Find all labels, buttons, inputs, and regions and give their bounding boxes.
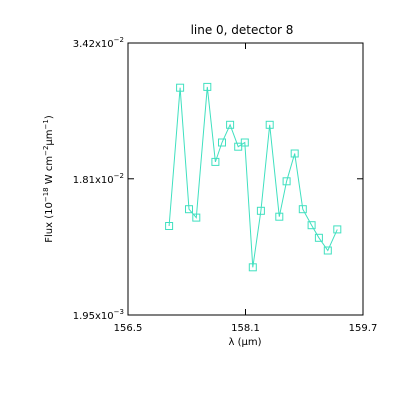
data-point [185,205,193,214]
y-label-exp-3: −1 [42,119,50,129]
data-point [248,263,257,272]
data-point [176,83,185,92]
y-label-suffix: ) [44,115,55,119]
y-label-prefix: Flux (10 [44,202,55,243]
data-point [282,177,291,186]
data-point [226,120,235,129]
x-tick-label: 159.7 [349,323,378,334]
data-point [298,205,307,214]
data-point [314,233,323,242]
y-tick-label: 1.95x10−3 [73,308,124,322]
data-point [165,222,174,230]
x-axis: 156.5 158.1 159.7 [114,43,378,334]
y-axis: 1.95x10−3 1.81x10−2 3.42x10−2 [73,36,363,322]
data-point [203,82,212,91]
data-point [290,149,299,158]
plot-frame [127,42,364,316]
data-point [323,246,332,255]
data-point [240,138,249,147]
x-tick-label: 156.5 [114,323,143,334]
y-tick-label: 1.81x10−2 [73,172,124,186]
y-label-unit-2: µm [44,129,55,145]
data-point [211,157,220,166]
x-tick-label: 158.1 [231,323,260,334]
y-label-exp-2: −2 [42,146,50,156]
data-point [256,206,265,215]
y-tick-label: 3.42x10−2 [73,36,124,50]
y-axis-label: Flux (10−18 W cm−2µm−1) [42,115,55,243]
y-label-exp-1: −18 [42,187,50,202]
data-point [192,213,201,222]
x-axis-label: λ (µm) [228,337,261,348]
series-markers [165,82,342,272]
y-label-unit-1: W cm [44,156,55,187]
data-point [307,221,316,230]
data-point [265,120,274,129]
data-point [275,212,284,221]
data-point [333,225,342,234]
data-point [234,142,243,151]
series-line [168,86,338,268]
data-point [218,138,226,147]
chart-title: line 0, detector 8 [191,23,294,37]
